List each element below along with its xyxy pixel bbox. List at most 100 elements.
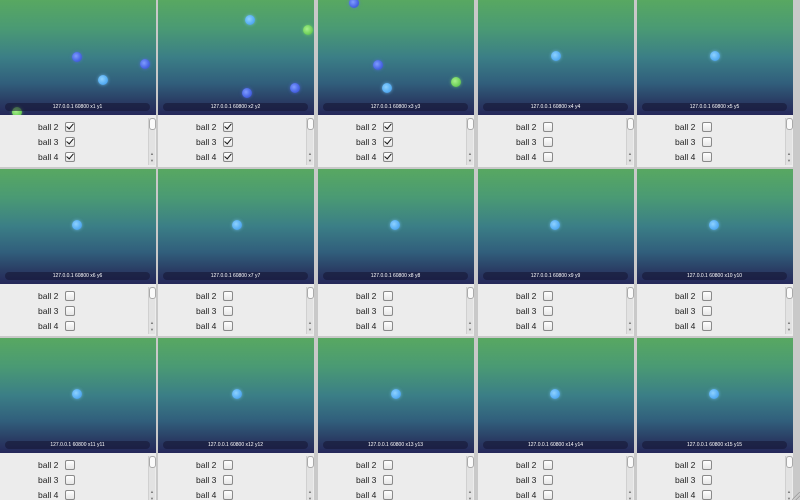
ball-toggle-checkbox[interactable] bbox=[383, 459, 393, 470]
ball-toggle-checkbox[interactable] bbox=[65, 320, 75, 331]
ball-option-row[interactable]: ball 2 bbox=[356, 120, 393, 133]
ball-toggle-checkbox[interactable] bbox=[383, 136, 393, 147]
scroll-thumb[interactable] bbox=[627, 118, 634, 130]
ball-toggle-checkbox[interactable] bbox=[383, 489, 393, 500]
ball-toggle-checkbox[interactable] bbox=[702, 320, 712, 331]
ball-option-row[interactable]: ball 2 bbox=[356, 289, 393, 302]
scroll-down-icon[interactable]: ▼ bbox=[468, 158, 472, 163]
ball-toggle-checkbox[interactable] bbox=[65, 151, 75, 162]
ball-option-row[interactable]: ball 3 bbox=[38, 473, 75, 486]
ball-option-row[interactable]: ball 2 bbox=[38, 120, 75, 133]
ball-option-row[interactable]: ball 3 bbox=[38, 304, 75, 317]
vertical-scrollbar[interactable]: ▲ ▼ bbox=[306, 118, 314, 165]
scroll-up-icon[interactable]: ▲ bbox=[628, 151, 632, 156]
scroll-up-icon[interactable]: ▲ bbox=[628, 489, 632, 494]
scroll-thumb[interactable] bbox=[627, 287, 634, 299]
ball-toggle-checkbox[interactable] bbox=[223, 136, 233, 147]
ball-toggle-checkbox[interactable] bbox=[223, 305, 233, 316]
ball-option-row[interactable]: ball 4 bbox=[675, 488, 712, 500]
ball-option-row[interactable]: ball 3 bbox=[356, 304, 393, 317]
vertical-scrollbar[interactable]: ▲ ▼ bbox=[626, 287, 634, 334]
ball-toggle-checkbox[interactable] bbox=[543, 151, 553, 162]
scroll-thumb[interactable] bbox=[467, 287, 474, 299]
scroll-down-icon[interactable]: ▼ bbox=[628, 496, 632, 500]
ball-toggle-checkbox[interactable] bbox=[543, 489, 553, 500]
scroll-thumb[interactable] bbox=[149, 118, 156, 130]
scroll-thumb[interactable] bbox=[627, 456, 634, 468]
scroll-down-icon[interactable]: ▼ bbox=[150, 327, 154, 332]
scroll-thumb[interactable] bbox=[786, 287, 793, 299]
ball-toggle-checkbox[interactable] bbox=[702, 136, 712, 147]
scroll-down-icon[interactable]: ▼ bbox=[787, 496, 791, 500]
scroll-up-icon[interactable]: ▲ bbox=[150, 320, 154, 325]
ball-option-row[interactable]: ball 4 bbox=[196, 488, 233, 500]
ball-toggle-checkbox[interactable] bbox=[702, 121, 712, 132]
ball-toggle-checkbox[interactable] bbox=[223, 474, 233, 485]
ball-option-row[interactable]: ball 4 bbox=[38, 488, 75, 500]
resize-grip-icon[interactable] bbox=[792, 492, 800, 500]
ball-toggle-checkbox[interactable] bbox=[223, 290, 233, 301]
ball-toggle-checkbox[interactable] bbox=[702, 459, 712, 470]
scroll-down-icon[interactable]: ▼ bbox=[308, 158, 312, 163]
scroll-up-icon[interactable]: ▲ bbox=[787, 320, 791, 325]
ball-option-row[interactable]: ball 4 bbox=[516, 488, 553, 500]
ball-option-row[interactable]: ball 2 bbox=[516, 289, 553, 302]
scroll-down-icon[interactable]: ▼ bbox=[308, 496, 312, 500]
ball-toggle-checkbox[interactable] bbox=[383, 290, 393, 301]
ball-option-row[interactable]: ball 4 bbox=[196, 150, 233, 163]
scroll-up-icon[interactable]: ▲ bbox=[787, 151, 791, 156]
ball-toggle-checkbox[interactable] bbox=[702, 290, 712, 301]
scroll-up-icon[interactable]: ▲ bbox=[150, 489, 154, 494]
ball-option-row[interactable]: ball 2 bbox=[675, 120, 712, 133]
vertical-scrollbar[interactable]: ▲ ▼ bbox=[785, 456, 793, 500]
scroll-down-icon[interactable]: ▼ bbox=[787, 327, 791, 332]
scroll-down-icon[interactable]: ▼ bbox=[150, 158, 154, 163]
ball-option-row[interactable]: ball 3 bbox=[516, 304, 553, 317]
ball-option-row[interactable]: ball 3 bbox=[196, 473, 233, 486]
scroll-up-icon[interactable]: ▲ bbox=[308, 489, 312, 494]
ball-toggle-checkbox[interactable] bbox=[702, 151, 712, 162]
scroll-down-icon[interactable]: ▼ bbox=[468, 327, 472, 332]
scroll-thumb[interactable] bbox=[467, 456, 474, 468]
vertical-scrollbar[interactable]: ▲ ▼ bbox=[306, 456, 314, 500]
ball-toggle-checkbox[interactable] bbox=[383, 320, 393, 331]
ball-option-row[interactable]: ball 3 bbox=[516, 473, 553, 486]
ball-toggle-checkbox[interactable] bbox=[65, 474, 75, 485]
scroll-up-icon[interactable]: ▲ bbox=[468, 320, 472, 325]
vertical-scrollbar[interactable]: ▲ ▼ bbox=[466, 118, 474, 165]
ball-toggle-checkbox[interactable] bbox=[223, 459, 233, 470]
ball-option-row[interactable]: ball 3 bbox=[196, 304, 233, 317]
ball-option-row[interactable]: ball 2 bbox=[196, 289, 233, 302]
ball-toggle-checkbox[interactable] bbox=[702, 474, 712, 485]
scroll-down-icon[interactable]: ▼ bbox=[468, 496, 472, 500]
ball-toggle-checkbox[interactable] bbox=[223, 489, 233, 500]
ball-option-row[interactable]: ball 3 bbox=[675, 473, 712, 486]
scroll-down-icon[interactable]: ▼ bbox=[150, 496, 154, 500]
ball-toggle-checkbox[interactable] bbox=[543, 290, 553, 301]
ball-option-row[interactable]: ball 3 bbox=[196, 135, 233, 148]
ball-option-row[interactable]: ball 3 bbox=[356, 473, 393, 486]
ball-option-row[interactable]: ball 2 bbox=[516, 120, 553, 133]
ball-toggle-checkbox[interactable] bbox=[702, 305, 712, 316]
ball-toggle-checkbox[interactable] bbox=[223, 320, 233, 331]
ball-option-row[interactable]: ball 3 bbox=[675, 304, 712, 317]
ball-option-row[interactable]: ball 4 bbox=[38, 319, 75, 332]
ball-toggle-checkbox[interactable] bbox=[65, 136, 75, 147]
ball-option-row[interactable]: ball 3 bbox=[38, 135, 75, 148]
ball-option-row[interactable]: ball 4 bbox=[675, 150, 712, 163]
ball-toggle-checkbox[interactable] bbox=[223, 151, 233, 162]
vertical-scrollbar[interactable]: ▲ ▼ bbox=[785, 118, 793, 165]
scroll-thumb[interactable] bbox=[307, 287, 314, 299]
ball-option-row[interactable]: ball 3 bbox=[516, 135, 553, 148]
scroll-thumb[interactable] bbox=[149, 287, 156, 299]
vertical-scrollbar[interactable]: ▲ ▼ bbox=[785, 287, 793, 334]
ball-option-row[interactable]: ball 4 bbox=[196, 319, 233, 332]
ball-option-row[interactable]: ball 4 bbox=[516, 319, 553, 332]
vertical-scrollbar[interactable]: ▲ ▼ bbox=[148, 456, 156, 500]
ball-option-row[interactable]: ball 2 bbox=[196, 458, 233, 471]
ball-option-row[interactable]: ball 2 bbox=[38, 458, 75, 471]
ball-option-row[interactable]: ball 4 bbox=[356, 150, 393, 163]
vertical-scrollbar[interactable]: ▲ ▼ bbox=[626, 456, 634, 500]
ball-option-row[interactable]: ball 2 bbox=[516, 458, 553, 471]
ball-toggle-checkbox[interactable] bbox=[65, 459, 75, 470]
